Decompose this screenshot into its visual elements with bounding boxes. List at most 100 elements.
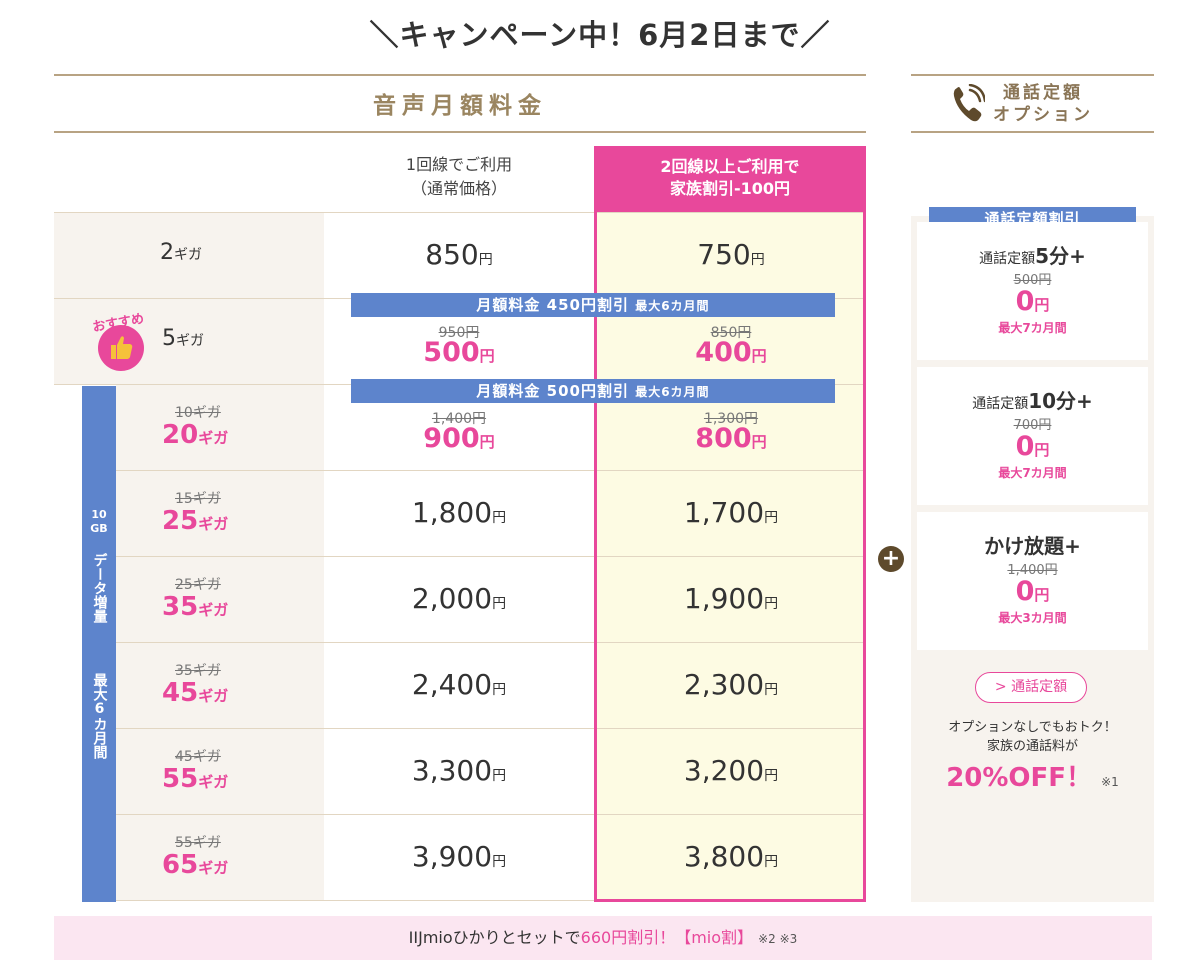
single-line-header-line1: 1回線でご利用 [405, 155, 513, 174]
currency-unit: 円 [479, 347, 495, 365]
option-unlimited-card: かけ放題+ 1,400円 0円 最大3カ月間 [917, 512, 1148, 650]
plan-45gb-single-price: 2,400円 [324, 668, 594, 701]
price-value: 500 [423, 337, 480, 368]
plan-55gb-single-price: 3,300円 [324, 754, 594, 787]
price-value: 1,700 [683, 496, 765, 529]
plan-label-bg-top [54, 213, 324, 385]
row-divider [54, 212, 866, 213]
plan-25gb-old-gb: 15ギガ [175, 491, 221, 507]
plan-35gb-family-price: 1,900円 [596, 582, 866, 615]
plan-25gb-single-price: 1,800円 [324, 496, 594, 529]
price-value: 900 [423, 423, 480, 454]
gb-unit: ギガ [198, 601, 229, 619]
gb-unit: ギガ [198, 859, 229, 877]
price-value: 2,000 [411, 582, 493, 615]
option-note-line2: 家族の通話料が [986, 739, 1078, 754]
footer-notes: ※2 ※3 [758, 932, 798, 946]
option-5min-card: 通話定額5分+ 500円 0円 最大7カ月間 [917, 222, 1148, 360]
option-period: 最大7カ月間 [998, 466, 1067, 480]
plan-20gb-old-gb: 10ギガ [175, 405, 221, 421]
gb-unit: ギガ [174, 247, 202, 263]
plan-gb-value: 20 [162, 420, 199, 450]
price-value: 3,300 [411, 754, 493, 787]
option-new-price: 0円 [1015, 286, 1050, 317]
price-value: 800 [695, 423, 752, 454]
currency-unit: 円 [751, 433, 767, 451]
option-title: 通話定額10分+ [972, 389, 1093, 413]
plan-25gb-family-price: 1,700円 [596, 496, 866, 529]
call-option-link-button[interactable]: > 通話定額 [975, 672, 1087, 703]
plan-20gb-family-old-price: 1,300円 [703, 411, 759, 427]
family-header-line2: 家族割引-100円 [669, 179, 791, 198]
option-new-price: 0円 [1015, 431, 1050, 462]
plan-65gb-single-price: 3,900円 [324, 840, 594, 873]
currency-unit: 円 [764, 682, 779, 698]
plan-35gb-label: 35ギガ [162, 592, 228, 622]
plan-45gb-label: 45ギガ [162, 678, 228, 708]
option-old-price: 500円 [1013, 273, 1052, 288]
option-new-price: 0円 [1015, 576, 1050, 607]
price-value: 750 [697, 238, 751, 271]
plan-20gb-family-price: 800円 [596, 423, 866, 454]
plan-55gb-family-price: 3,200円 [596, 754, 866, 787]
currency-unit: 円 [764, 768, 779, 784]
currency-unit: 円 [478, 252, 493, 268]
currency-unit: 円 [764, 510, 779, 526]
row-divider [116, 728, 866, 729]
gb-unit: ギガ [198, 773, 229, 791]
discount-bar-450: 月額料金 450円割引 最大6カ月間 [351, 293, 835, 317]
currency-unit: 円 [764, 596, 779, 612]
plan-55gb-old-gb: 45ギガ [175, 749, 221, 765]
plan-20gb-single-old-price: 1,400円 [431, 411, 487, 427]
currency-unit: 円 [750, 252, 765, 268]
option-header-line2: オプション [993, 105, 1093, 125]
plan-5gb-family-price: 400円 [596, 337, 866, 368]
currency-unit: 円 [764, 854, 779, 870]
gb-unit: ギガ [198, 515, 229, 533]
price-value: 1,900 [683, 582, 765, 615]
option-old-price: 700円 [1013, 418, 1052, 433]
main-section-title: 音声月額料金 [373, 93, 547, 119]
price-value: 2,400 [411, 668, 493, 701]
plan-gb-value: 35 [162, 592, 199, 622]
plan-gb-value: 25 [162, 506, 199, 536]
price-value: 2,300 [683, 668, 765, 701]
family-column-bg [594, 213, 866, 902]
currency-unit: 円 [492, 768, 507, 784]
option-note-line1: オプションなしでもおトク！ [948, 720, 1117, 735]
option-header-line1: 通話定額 [1003, 83, 1083, 103]
row-divider [116, 900, 866, 901]
plan-65gb-old-gb: 55ギガ [175, 835, 221, 851]
plus-icon: + [878, 546, 904, 572]
data-increase-gb: 10 GB [90, 508, 108, 535]
price-value: 1,800 [411, 496, 493, 529]
currency-unit: 円 [492, 682, 507, 698]
row-divider [116, 642, 866, 643]
family-column-frame [594, 146, 866, 902]
campaign-headline: ＼キャンペーン中！6月2日まで／ [369, 18, 831, 52]
plan-gb-value: 55 [162, 764, 199, 794]
currency-unit: 円 [492, 510, 507, 526]
plan-45gb-family-price: 2,300円 [596, 668, 866, 701]
plan-25gb-label: 25ギガ [162, 506, 228, 536]
data-increase-period: 最大6カ月間 [91, 673, 108, 759]
option-title: かけ放題+ [984, 534, 1081, 558]
discount-bar-500: 月額料金 500円割引 最大6カ月間 [351, 379, 835, 403]
plan-5gb-single-price: 500円 [324, 337, 594, 368]
single-line-column-header: 1回線でご利用 （通常価格） [324, 153, 594, 201]
price-value: 850 [425, 238, 479, 271]
plan-gb-value: 45 [162, 678, 199, 708]
option-header: 通話定額 オプション [911, 80, 1154, 130]
plan-2gb-family-price: 750円 [596, 238, 866, 271]
plan-35gb-old-gb: 25ギガ [175, 577, 221, 593]
recommend-badge [98, 325, 144, 371]
plan-20gb-single-price: 900円 [324, 423, 594, 454]
currency-unit: 円 [751, 347, 767, 365]
gb-unit: ギガ [198, 429, 229, 447]
option-title: 通話定額5分+ [979, 244, 1086, 268]
currency-unit: 円 [479, 433, 495, 451]
option-header-top-rule [911, 74, 1154, 76]
option-period: 最大7カ月間 [998, 321, 1067, 335]
price-value: 3,200 [683, 754, 765, 787]
plan-gb-value: 5 [162, 326, 176, 351]
